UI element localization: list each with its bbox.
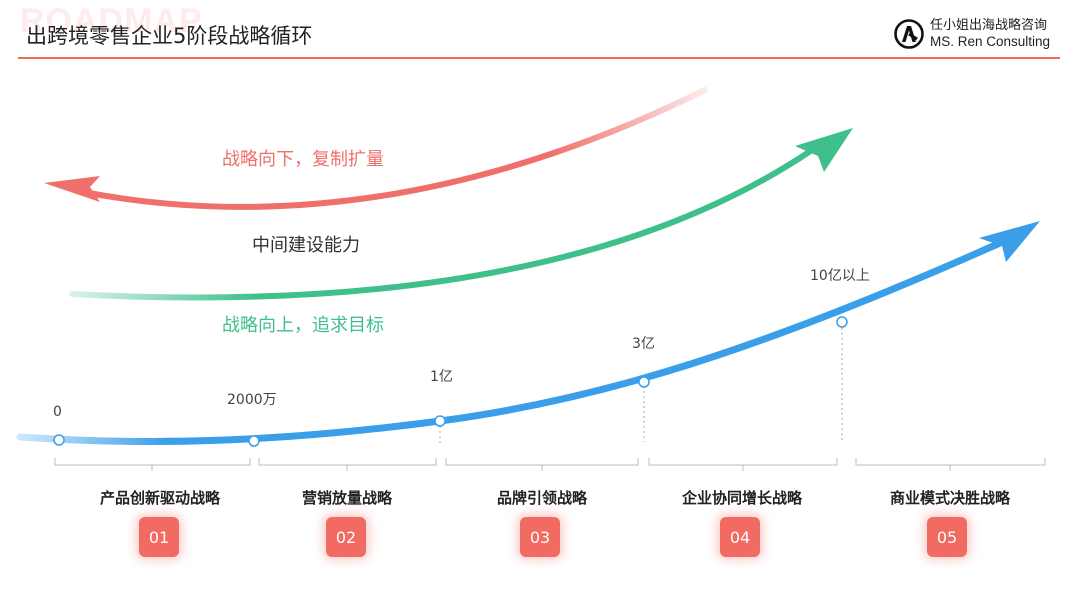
milestone-dot xyxy=(434,415,446,427)
red-arrowhead xyxy=(44,176,100,202)
stage-number-badge: 02 xyxy=(326,517,366,557)
stage-bracket xyxy=(445,458,639,471)
red-arrow-label: 战略向下，复制扩量 xyxy=(222,149,384,170)
milestone-dot xyxy=(53,434,65,446)
stage-name: 产品创新驱动战略 xyxy=(99,489,221,507)
stage-bracket xyxy=(855,458,1046,471)
stage-bracket xyxy=(648,458,838,471)
milestone-label: 3亿 xyxy=(632,336,655,352)
brand-logo-icon xyxy=(894,19,924,49)
stage-number-badge: 04 xyxy=(720,517,760,557)
watermark: ROADMAP xyxy=(20,2,203,40)
green-arrow-label: 战略向上，追求目标 xyxy=(222,315,384,336)
stage-name: 商业模式决胜战略 xyxy=(889,489,1011,507)
brand-block: 任小姐出海战略咨询 MS. Ren Consulting xyxy=(894,18,1050,50)
stage-number-badge: 01 xyxy=(139,517,179,557)
stage-name: 企业协同增长战略 xyxy=(681,489,803,507)
milestone-label: 1亿 xyxy=(430,369,453,385)
milestone-dot xyxy=(248,435,260,447)
middle-label: 中间建设能力 xyxy=(252,235,360,256)
blue-growth-curve xyxy=(16,239,1004,446)
page-title: 出跨境零售企业5阶段战略循环 xyxy=(26,24,313,48)
stage-number-badge: 05 xyxy=(927,517,967,557)
title-divider xyxy=(18,57,1060,59)
milestone-dot xyxy=(836,316,848,328)
red-arrow-shaft xyxy=(75,87,708,210)
milestone-dot xyxy=(638,376,650,388)
milestone-label: 0 xyxy=(53,404,62,420)
milestone-label: 2000万 xyxy=(227,392,277,408)
stage-number-badge: 03 xyxy=(520,517,560,557)
stage-name: 营销放量战略 xyxy=(301,489,393,507)
stage-bracket xyxy=(258,458,437,471)
green-arrowhead xyxy=(795,128,853,172)
green-arrow-shaft xyxy=(69,147,815,301)
stage-name: 品牌引领战略 xyxy=(496,489,588,507)
brand-name-en: MS. Ren Consulting xyxy=(930,34,1051,49)
stage-bracket xyxy=(54,458,251,471)
blue-arrowhead xyxy=(979,221,1040,262)
milestone-label: 10亿以上 xyxy=(810,268,870,284)
brand-name-cn: 任小姐出海战略咨询 xyxy=(930,18,1048,33)
